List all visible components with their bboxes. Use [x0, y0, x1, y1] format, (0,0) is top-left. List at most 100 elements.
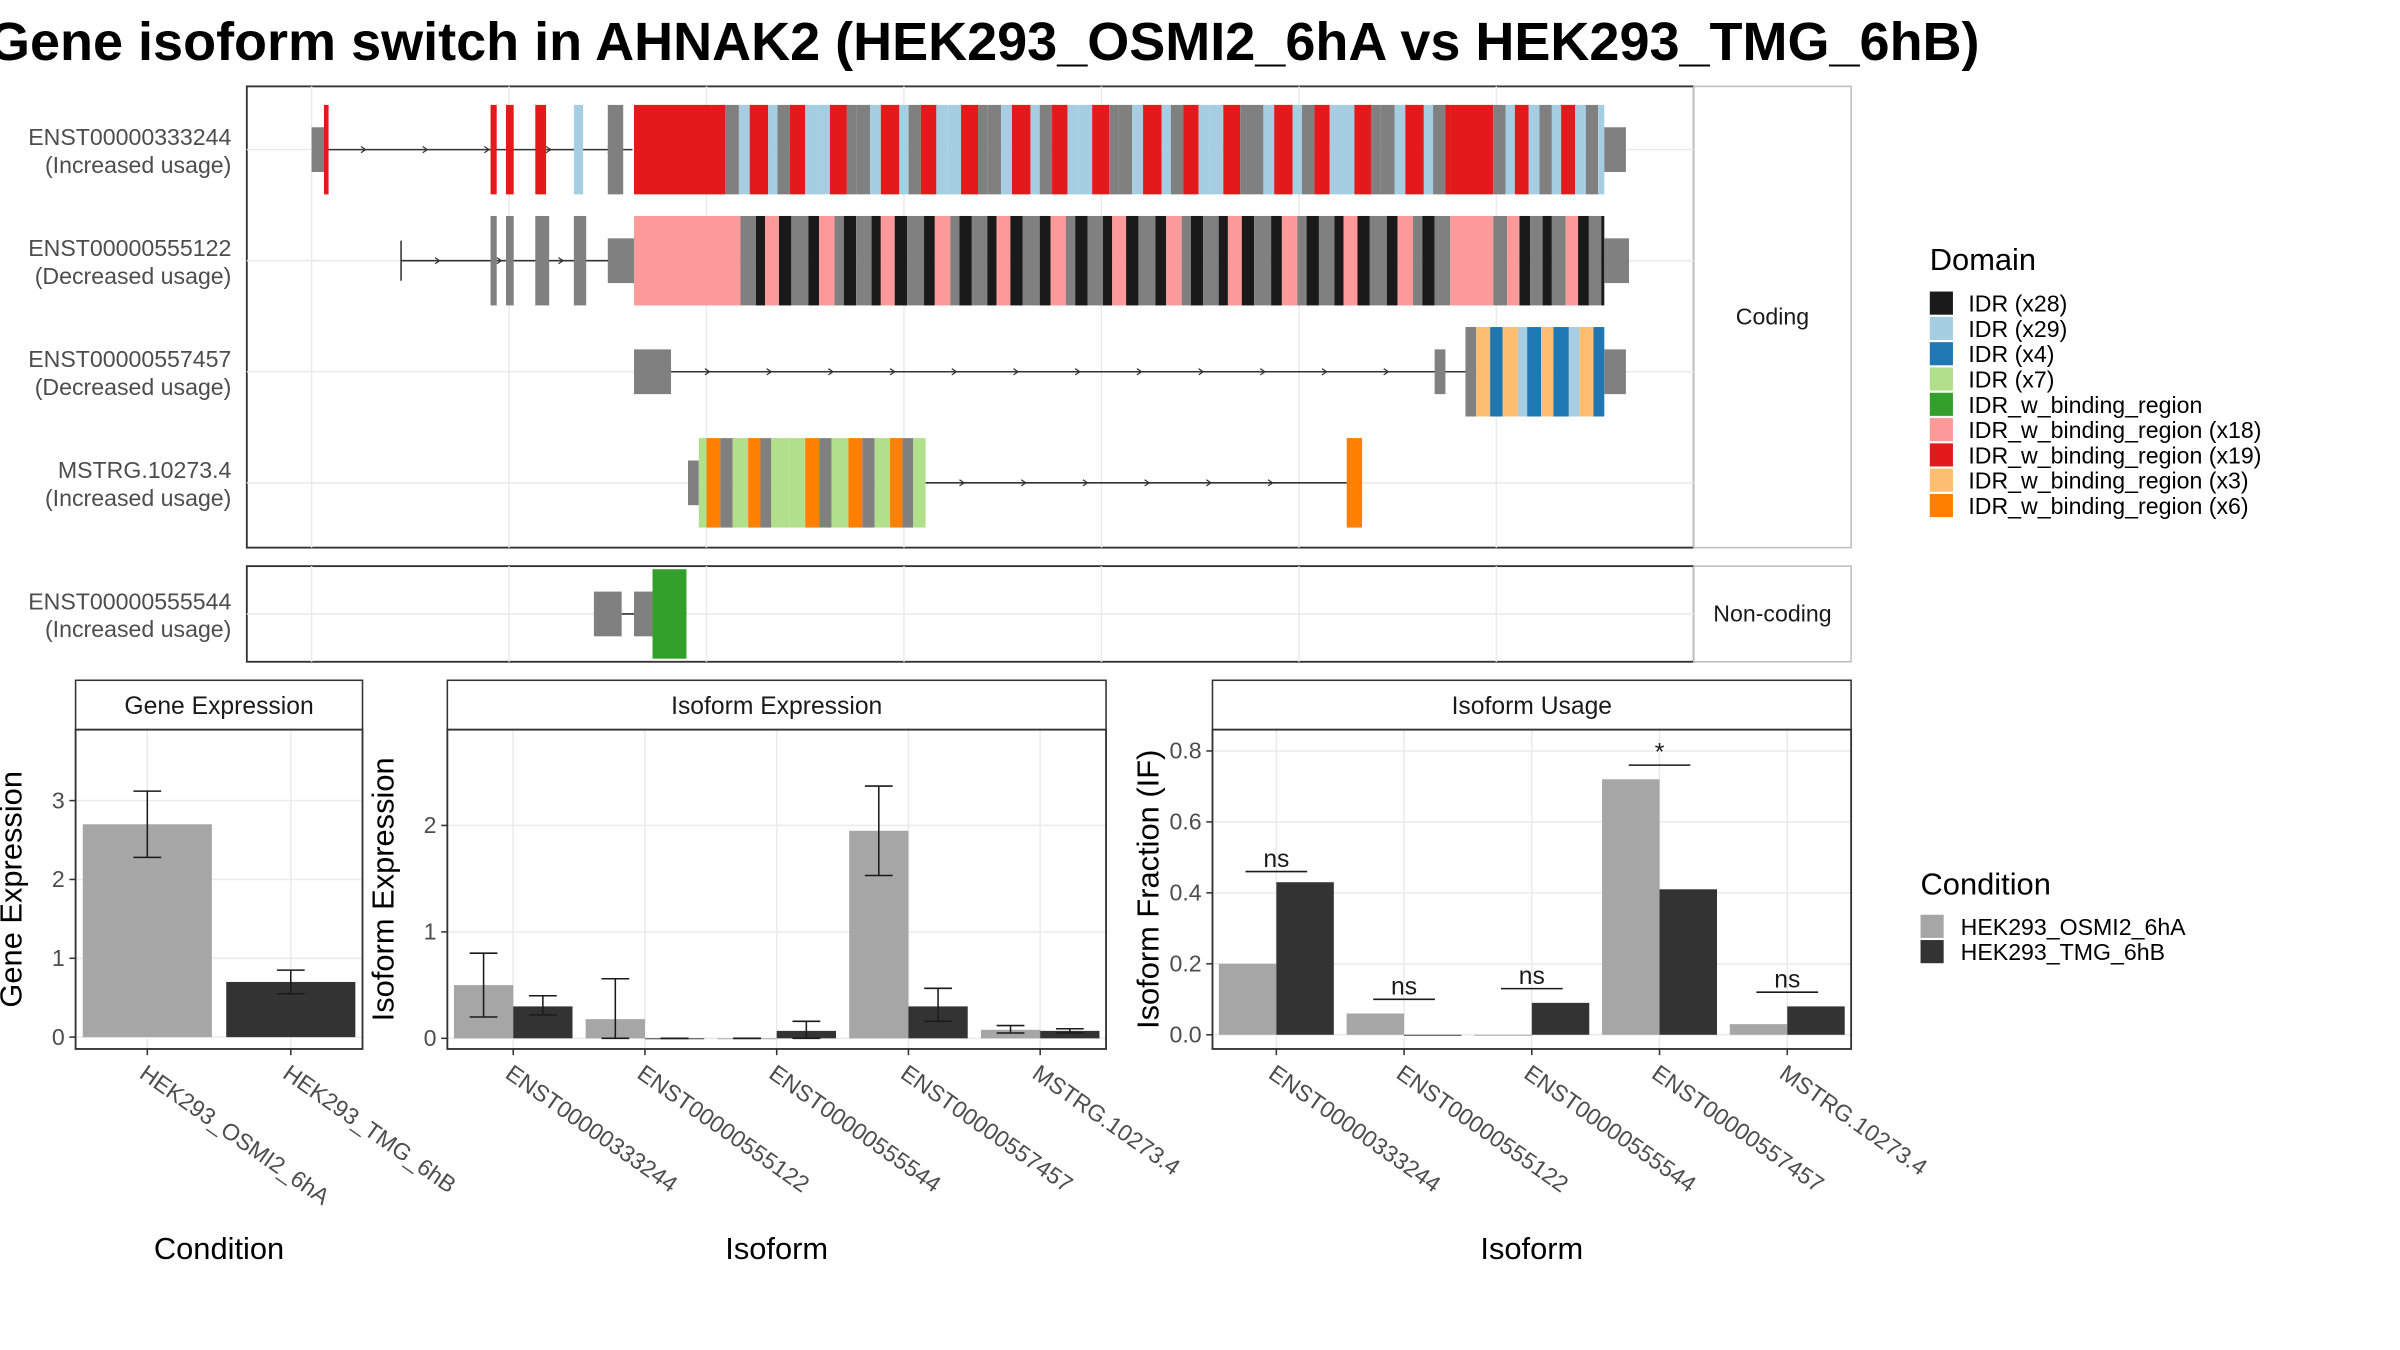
exon-domain-block	[978, 104, 988, 195]
exon-domain-block	[1588, 215, 1602, 306]
y-tick-label: 1	[52, 945, 65, 971]
exon-domain-block	[1579, 327, 1594, 417]
isoform-label-status: (Increased usage)	[45, 485, 231, 511]
exon-domain-block	[805, 104, 817, 195]
exon-domain-block	[1329, 104, 1341, 195]
exon-domain-block	[1181, 215, 1191, 306]
x-axis-title: Isoform	[1480, 1231, 1583, 1266]
condition-legend-label: HEK293_OSMI2_6hA	[1961, 914, 2187, 940]
exon-domain-block	[755, 215, 766, 306]
panel-border	[1211, 728, 1853, 1050]
bar	[1729, 1024, 1788, 1035]
strand-arrow	[959, 479, 966, 487]
exon-domain-block	[789, 438, 806, 528]
exon-domain-block	[1065, 215, 1076, 306]
exon-domain-block	[894, 215, 908, 306]
exon-domain-block	[779, 215, 792, 306]
exon-domain-block	[1561, 104, 1575, 195]
domain-legend-key	[1929, 291, 1953, 315]
exon-domain-block	[862, 438, 875, 528]
exon-domain-block	[1380, 104, 1395, 195]
exon-domain-block	[1198, 104, 1210, 195]
exon-domain-block	[505, 215, 514, 306]
exon-domain-block	[1314, 104, 1330, 195]
significance-label: ns	[1263, 846, 1289, 873]
isoform-label-id: MSTRG.10273.4	[58, 457, 232, 483]
bar	[1346, 1013, 1405, 1035]
bar	[980, 1029, 1041, 1039]
condition-legend-label: HEK293_TMG_6hB	[1961, 939, 2165, 965]
exon-domain-block	[652, 569, 687, 659]
exon-domain-block	[1240, 104, 1250, 195]
bar	[82, 824, 212, 1038]
exon-domain-block	[1493, 215, 1508, 306]
exon-domain-block	[593, 591, 622, 637]
x-axis-title: Condition	[154, 1231, 284, 1266]
panel-border	[446, 728, 1107, 1050]
exon-domain-block	[1118, 104, 1133, 195]
exon-domain-block	[1553, 327, 1569, 417]
exon-domain-block	[1067, 104, 1079, 195]
exon-domain-block	[1413, 215, 1423, 306]
exon-domain-block	[1593, 327, 1605, 417]
isoform-label-id: ENST00000557457	[28, 346, 231, 372]
exon-domain-block	[870, 104, 881, 195]
exon-domain-block	[1281, 215, 1298, 306]
exon-domain-block	[1539, 104, 1552, 195]
transcript-row-4	[687, 438, 1363, 528]
exon-domain-block	[1394, 104, 1406, 195]
exon-domain-block	[1568, 327, 1580, 417]
exon-domain-block	[535, 215, 550, 306]
exon-domain-block	[1218, 215, 1228, 306]
legend-scale-group: Domain IDR (x28)IDR (x29)IDR (x4)IDR (x7)…	[1920, 242, 2261, 965]
exon-domain-block	[1604, 127, 1626, 172]
transcript-row-3	[634, 327, 1626, 417]
strand-arrow	[1144, 479, 1151, 487]
exon-domain-block	[1227, 215, 1242, 306]
exon-domain-block	[1190, 215, 1204, 306]
exon-domain-block	[1039, 104, 1053, 195]
panel-strip-label: Isoform Expression	[671, 693, 882, 720]
domain-legend-key	[1929, 367, 1953, 391]
exon-domain-block	[1604, 238, 1629, 284]
exon-domain-block	[765, 215, 780, 306]
exon-domain-block	[1578, 215, 1589, 306]
exon-domain-block	[1292, 104, 1302, 195]
strand-arrow	[1082, 479, 1089, 487]
exon-domain-block	[1585, 104, 1599, 195]
noncoding-strip	[1693, 565, 1852, 663]
legends: Domain IDR (x28)IDR (x29)IDR (x4)IDR (x7)…	[1920, 242, 2261, 965]
exon-domain-block	[1551, 104, 1562, 195]
exon-domain-block	[907, 215, 925, 306]
exon-domain-block	[720, 438, 733, 528]
exon-domain-block	[890, 438, 903, 528]
domain-legend-label: IDR_w_binding_region	[1968, 392, 2202, 418]
exon-domain-block	[777, 104, 790, 195]
exon-domain-block	[323, 104, 329, 195]
strand-arrow	[545, 146, 552, 154]
domain-legend-label: IDR (x4)	[1968, 341, 2054, 367]
significance-label: ns	[1774, 967, 1800, 994]
strand-arrow	[1321, 368, 1328, 376]
exon-domain-block	[1241, 215, 1255, 306]
panel-strip-label: Gene Expression	[124, 693, 313, 720]
domain-legend-key	[1929, 392, 1953, 416]
strand-arrow	[704, 368, 711, 376]
exon-domain-block	[1102, 215, 1113, 306]
bar	[1602, 779, 1660, 1035]
exon-domain-block	[1112, 215, 1127, 306]
condition-legend-title: Condition	[1921, 867, 2051, 902]
y-axis-title: Isoform Expression	[365, 757, 400, 1021]
exon-domain-block	[1075, 215, 1088, 306]
exon-domain-block	[311, 127, 324, 172]
exon-domain-block	[1155, 215, 1167, 306]
panel-strip-label: Isoform Usage	[1452, 693, 1612, 720]
exon-domain-block	[1039, 215, 1051, 306]
exon-domain-block	[1541, 327, 1554, 417]
exon-domain-block	[1343, 215, 1358, 306]
exon-domain-block	[749, 104, 769, 195]
y-tick-label: 0.4	[1170, 880, 1202, 906]
exon-domain-block	[1450, 215, 1494, 306]
facet-label: Coding	[1736, 304, 1809, 330]
exon-domain-block	[1254, 215, 1272, 306]
